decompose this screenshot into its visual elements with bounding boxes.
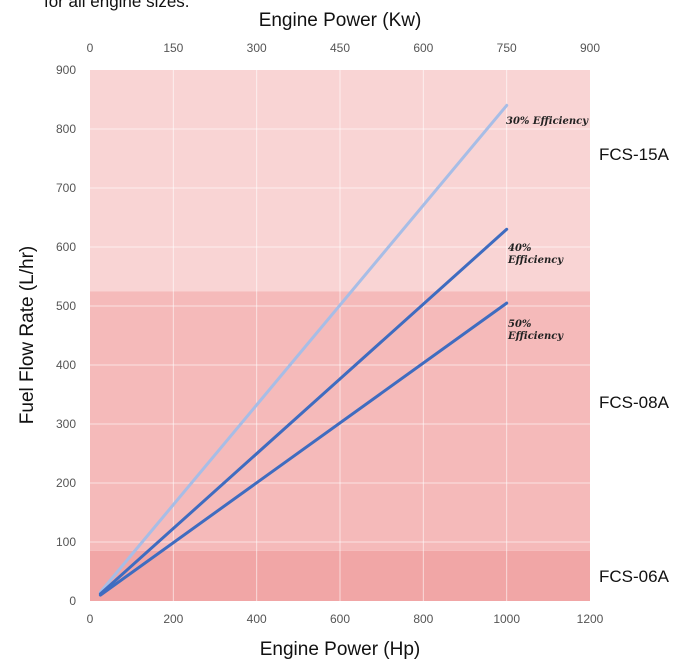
y-tick-label: 400 xyxy=(56,358,76,372)
top-axis-title: Engine Power (Kw) xyxy=(259,10,422,31)
series-label-3: 50% Efficiency xyxy=(507,319,564,342)
x-tick-label: 400 xyxy=(247,612,267,626)
band-label-fcs-06a: FCS-06A xyxy=(599,567,670,586)
series-label-1: 30% Efficiency xyxy=(506,116,589,127)
x2-tick-label: 450 xyxy=(330,41,350,55)
series-line-2 xyxy=(98,227,509,596)
tick-labels: 0 100 200 300 400 500 600 700 800 900 0 200 400 600 80… xyxy=(56,41,604,626)
x-tick-label: 1200 xyxy=(577,612,604,626)
y-tick-label: 900 xyxy=(56,63,76,77)
band-label-fcs-15a: FCS-15A xyxy=(599,145,670,164)
x-tick-label: 600 xyxy=(330,612,350,626)
y-tick-label: 200 xyxy=(56,476,76,490)
y-tick-label: 700 xyxy=(56,181,76,195)
y-axis-title: Fuel Flow Rate (L/hr) xyxy=(17,246,38,424)
series-labels: FCS-15A FCS-08A FCS-06A 30% Efficiency 40% Ef… xyxy=(506,116,670,586)
series-label-2: 40% Efficiency xyxy=(507,243,564,266)
y-tick-label: 800 xyxy=(56,122,76,136)
x2-tick-label: 750 xyxy=(497,41,517,55)
x-tick-label: 200 xyxy=(163,612,183,626)
series-line-3 xyxy=(98,301,509,597)
x2-tick-label: 300 xyxy=(247,41,267,55)
x2-tick-label: 900 xyxy=(580,41,600,55)
y-tick-label: 600 xyxy=(56,240,76,254)
x2-tick-label: 0 xyxy=(87,41,94,55)
series-lines xyxy=(98,103,509,597)
series-line-1 xyxy=(98,103,509,594)
caption-fragment: for all engine sizes. xyxy=(44,0,190,11)
x-tick-label: 0 xyxy=(87,612,94,626)
x-tick-label: 800 xyxy=(413,612,433,626)
x2-tick-label: 600 xyxy=(413,41,433,55)
y-tick-label: 0 xyxy=(69,594,76,608)
x2-tick-label: 150 xyxy=(163,41,183,55)
y-tick-label: 500 xyxy=(56,299,76,313)
band-label-fcs-08a: FCS-08A xyxy=(599,393,670,412)
x-tick-label: 1000 xyxy=(493,612,520,626)
y-tick-label: 100 xyxy=(56,535,76,549)
bottom-axis-title: Engine Power (Hp) xyxy=(260,639,421,660)
y-tick-label: 300 xyxy=(56,417,76,431)
